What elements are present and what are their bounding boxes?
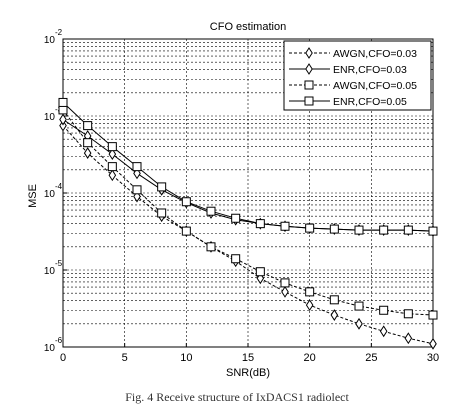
data-point-marker: [108, 148, 117, 161]
y-tick-label: 10: [44, 343, 56, 354]
data-point-marker: [58, 97, 68, 107]
legend: AWGN,CFO=0.03 ENR,CFO=0.03 AWGN,CFO=0.05 EN…: [283, 40, 432, 111]
data-point-marker: [181, 226, 191, 236]
y-tick-label: 10: [44, 35, 56, 46]
data-point-marker: [329, 224, 339, 234]
x-tick-label: 15: [242, 352, 254, 364]
x-axis-label: SNR(dB): [226, 367, 270, 379]
data-point-marker: [181, 197, 191, 207]
data-point-marker: [305, 299, 314, 312]
data-point-marker: [231, 213, 241, 223]
data-point-marker: [305, 287, 315, 297]
series-line-1: [62, 125, 434, 345]
data-point-marker: [379, 325, 388, 338]
cfo-estimation-chart: CFO estimation 0 5 10 15 20 25 3010-610-510-41…: [27, 21, 439, 379]
figure-caption: Fig. 4 Receive structure of IxDACS1 radi…: [125, 390, 349, 404]
data-point-marker: [83, 138, 93, 148]
data-point-marker: [280, 221, 290, 231]
chart-title: CFO estimation: [210, 21, 286, 33]
data-point-marker: [355, 317, 363, 330]
x-tick-label: 5: [122, 352, 128, 364]
legend-label-1: AWGN,CFO=0.03: [333, 48, 417, 60]
data-point-marker: [379, 225, 389, 235]
y-tick-exponent: -6: [55, 336, 63, 345]
data-point-marker: [354, 301, 364, 311]
data-point-marker: [133, 167, 141, 180]
data-point-marker: [428, 226, 438, 236]
data-point-marker: [231, 254, 241, 264]
data-point-marker: [404, 332, 413, 345]
legend-label-4: ENR,CFO=0.05: [333, 96, 407, 108]
data-point-marker: [83, 121, 93, 131]
y-tick-label: 10: [44, 266, 56, 277]
series-line-3: [62, 109, 434, 316]
data-point-marker: [429, 337, 437, 350]
data-point-marker: [107, 162, 117, 172]
data-point-marker: [403, 225, 413, 235]
legend-marker-2: [305, 63, 313, 75]
data-point-marker: [206, 242, 216, 252]
data-point-marker: [403, 309, 413, 319]
y-tick-exponent: -4: [55, 182, 63, 191]
data-point-marker: [157, 182, 167, 192]
data-point-marker: [58, 105, 68, 115]
data-point-marker: [206, 206, 216, 216]
data-point-marker: [157, 208, 167, 218]
data-point-marker: [59, 119, 67, 132]
data-point-marker: [428, 310, 438, 320]
x-tick-label: 10: [180, 352, 192, 364]
data-point-marker: [305, 223, 315, 233]
data-point-marker: [132, 162, 142, 172]
data-point-marker: [354, 225, 364, 235]
x-tick-label: 0: [60, 352, 66, 364]
y-tick-exponent: -5: [55, 259, 63, 268]
legend-marker-1: [305, 47, 313, 59]
data-point-marker: [281, 285, 289, 298]
legend-label-3: AWGN,CFO=0.05: [333, 80, 417, 92]
data-point-marker: [133, 190, 141, 203]
data-point-marker: [280, 278, 290, 288]
grid: [63, 39, 433, 347]
data-point-marker: [107, 142, 117, 152]
data-point-marker: [108, 169, 117, 182]
y-tick-label: 10: [44, 112, 56, 123]
legend-marker-4: [304, 96, 314, 106]
data-point-marker: [330, 309, 339, 321]
x-tick-label: 20: [304, 352, 316, 364]
y-axis-label: MSE: [27, 184, 39, 208]
data-point-marker: [132, 185, 142, 195]
data-point-marker: [255, 219, 265, 229]
legend-label-2: ENR,CFO=0.03: [333, 64, 407, 76]
y-tick-exponent: -2: [55, 28, 63, 37]
data-point-marker: [329, 295, 339, 305]
data-point-marker: [59, 113, 67, 126]
x-tick-label: 30: [427, 352, 439, 364]
legend-marker-3: [304, 80, 314, 90]
data-point-marker: [379, 305, 389, 315]
series-lines: [58, 97, 438, 350]
x-tick-label: 25: [365, 352, 377, 364]
series-line-4: [62, 102, 434, 232]
data-point-marker: [83, 147, 92, 160]
y-tick-label: 10: [44, 189, 56, 200]
data-point-marker: [255, 267, 265, 277]
